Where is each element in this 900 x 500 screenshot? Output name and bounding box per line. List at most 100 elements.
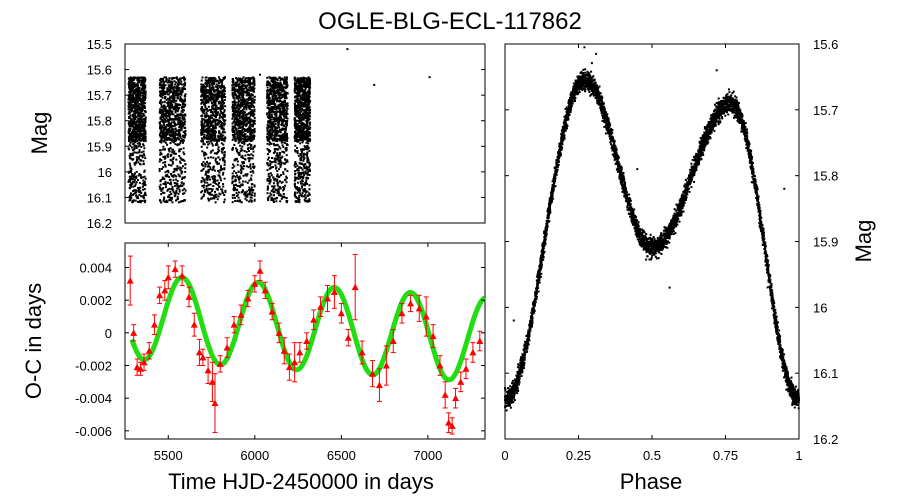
lc-point <box>250 196 253 199</box>
lc-point <box>282 109 285 112</box>
lc-point <box>214 112 217 115</box>
lc-point <box>133 127 136 130</box>
lc-point <box>161 96 164 99</box>
lc-point <box>134 199 137 202</box>
lc-point <box>211 189 213 192</box>
lc-point <box>237 152 240 155</box>
lc-point <box>163 132 166 135</box>
lc-point <box>203 153 206 156</box>
lc-point <box>240 88 243 91</box>
lc-point <box>219 179 222 182</box>
lc-point <box>133 82 136 85</box>
lc-point <box>243 192 246 195</box>
lc-point <box>302 190 305 193</box>
lc-point <box>214 136 217 139</box>
lc-point <box>242 83 244 86</box>
lc-point <box>135 177 138 179</box>
lc-point <box>273 82 276 85</box>
lc-point <box>201 133 204 136</box>
lc-point <box>216 96 219 99</box>
lc-point <box>267 115 270 118</box>
lc-point <box>240 112 243 115</box>
lc-point <box>163 104 166 107</box>
lc-point <box>234 175 237 178</box>
chart-title: OGLE-BLG-ECL-117862 <box>318 8 582 35</box>
lc-point <box>166 155 169 158</box>
lc-point <box>202 161 205 164</box>
lc-point <box>253 119 256 122</box>
lc-point <box>271 102 274 105</box>
lc-point <box>211 168 214 171</box>
lc-point <box>219 105 222 108</box>
lc-point <box>241 161 244 164</box>
lc-point <box>129 114 132 117</box>
lc-point <box>132 105 135 108</box>
lc-point <box>207 89 210 92</box>
lc-point <box>130 104 133 106</box>
lc-point <box>170 122 172 125</box>
lc-point <box>137 161 140 164</box>
lc-point <box>249 95 252 98</box>
lc-point <box>231 88 234 91</box>
lc-point <box>212 185 215 187</box>
lc-point <box>274 164 277 167</box>
lc-point <box>239 86 242 89</box>
lc-point <box>283 139 286 142</box>
lc-point <box>278 186 281 188</box>
lc-point <box>273 84 276 86</box>
lc-point <box>172 86 175 89</box>
lc-point <box>250 124 253 126</box>
lc-point <box>239 130 242 132</box>
lc-point <box>163 191 166 194</box>
lc-point <box>202 128 205 131</box>
lc-point <box>163 135 165 138</box>
lc-point <box>218 192 221 195</box>
lc-point <box>133 99 136 101</box>
lc-point <box>142 125 145 128</box>
lc-point <box>205 91 208 94</box>
lc-point <box>286 76 288 79</box>
lc-point <box>172 91 175 94</box>
lc-point <box>131 175 134 177</box>
lc-point <box>138 105 141 108</box>
lc-point <box>243 141 246 144</box>
lc-point <box>238 88 241 91</box>
lc-point <box>168 89 171 92</box>
lc-point <box>184 167 187 170</box>
lc-point <box>248 186 251 189</box>
lc-point <box>178 148 181 151</box>
lc-point <box>236 151 239 154</box>
lc-point <box>180 137 183 140</box>
lc-point <box>214 179 217 182</box>
lc-point <box>217 134 220 137</box>
lc-point <box>301 179 304 182</box>
lc-point <box>244 117 247 120</box>
lc-point <box>239 119 242 122</box>
lc-point <box>271 134 274 137</box>
lc-point <box>243 100 246 103</box>
lc-point <box>128 186 131 189</box>
lc-point <box>167 195 170 198</box>
lc-point <box>206 160 208 163</box>
lc-point <box>161 115 164 118</box>
lc-point <box>209 94 212 97</box>
lc-point <box>266 76 269 79</box>
lc-point <box>300 124 303 127</box>
lc-point <box>136 100 139 102</box>
lc-point <box>278 168 281 171</box>
lc-point <box>211 97 213 100</box>
lc-point <box>180 181 183 184</box>
lc-point <box>144 132 147 135</box>
lc-point <box>301 168 304 171</box>
lc-point <box>133 148 136 151</box>
lc-point <box>220 110 222 113</box>
lc-point <box>304 197 307 199</box>
lc-point <box>181 103 184 106</box>
lc-point <box>159 108 162 111</box>
lc-point <box>232 112 235 115</box>
lc-point <box>242 124 245 127</box>
lc-point <box>231 182 234 185</box>
lc-point <box>266 162 269 165</box>
lc-point <box>279 108 282 111</box>
lc-point <box>181 176 184 179</box>
